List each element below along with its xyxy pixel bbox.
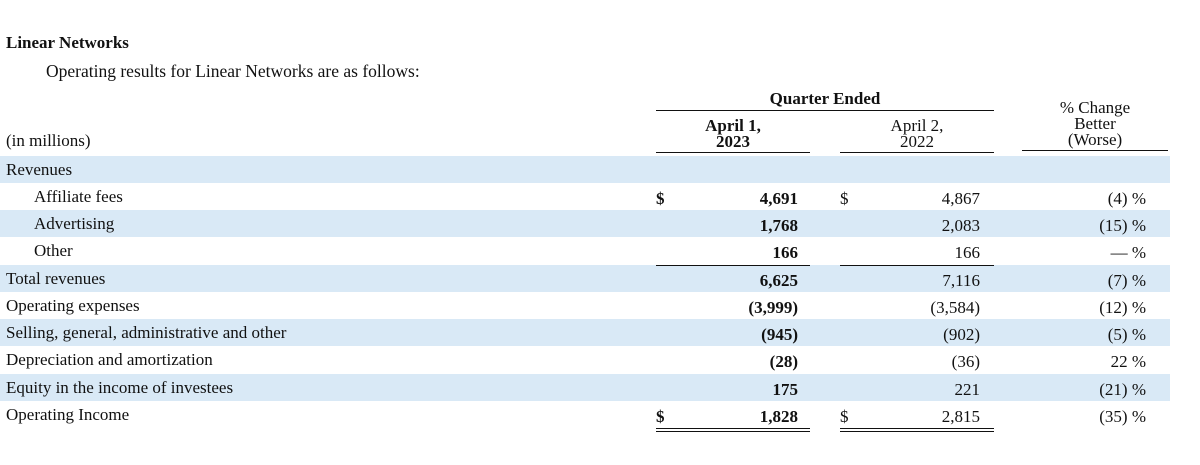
row-value-2023: 4,691 [759, 189, 798, 208]
row-value-2022: 4,867 [941, 189, 980, 208]
row-value-2022: (902) [943, 325, 980, 344]
total-double-rule-2023 [656, 428, 810, 432]
row-percent-change: (35) % [1099, 407, 1146, 426]
table-row-depreciation: Depreciation and amortization (28) (36) … [0, 346, 1170, 373]
row-percent-change: (4) % [1107, 189, 1146, 208]
row-percent-change: 22 % [1110, 352, 1146, 371]
row-dollar-a: $ [656, 407, 665, 426]
row-label: Depreciation and amortization [6, 350, 213, 369]
row-label: Selling, general, administrative and oth… [6, 323, 287, 342]
table-row-other: Other 166 166 — % [0, 237, 1170, 264]
header-quarter-ended: Quarter Ended [656, 89, 994, 111]
row-value-2023: 1,828 [759, 407, 798, 426]
row-value-2022: 2,083 [941, 216, 980, 235]
header-col-percent-change: % Change Better (Worse) [1022, 98, 1168, 151]
row-value-2023: 6,625 [759, 271, 798, 290]
row-dollar-a: $ [656, 189, 665, 208]
table-row-equity-income: Equity in the income of investees 175 22… [0, 374, 1170, 401]
row-value-2022: (36) [951, 352, 980, 371]
table-row-revenues: Revenues [0, 156, 1170, 183]
header-col-c-line2: Better [1074, 114, 1116, 133]
subtotal-rule-2023 [656, 265, 810, 266]
table-row-operating-expenses: Operating expenses (3,999) (3,584) (12) … [0, 292, 1170, 319]
row-label: Other [34, 241, 73, 260]
header-col-b-line1: April 2, [890, 116, 944, 135]
row-value-2022: 2,815 [941, 407, 980, 426]
row-label: Revenues [6, 160, 73, 179]
row-value-2022: (3,584) [930, 298, 980, 317]
row-percent-change: (15) % [1099, 216, 1146, 235]
table-row-operating-income: Operating Income $ 1,828 $ 2,815 (35) % [0, 401, 1170, 428]
table-row-advertising: Advertising 1,768 2,083 (15) % [0, 210, 1170, 237]
intro-text: Operating results for Linear Networks ar… [46, 61, 420, 81]
row-value-2022: 166 [954, 243, 981, 262]
header-col-a-line1: April 1, [705, 116, 761, 135]
row-label: Operating Income [6, 405, 130, 424]
row-label: Equity in the income of investees [6, 378, 234, 397]
row-percent-change: (21) % [1099, 380, 1146, 399]
section-title: Linear Networks [6, 33, 129, 52]
row-value-2023: 1,768 [759, 216, 798, 235]
header-col-april-2-2022: April 2, 2022 [840, 116, 994, 153]
units-label: (in millions) [6, 131, 91, 150]
row-percent-change: — % [1110, 243, 1146, 262]
header-col-c-line1: % Change [1059, 98, 1131, 117]
row-value-2023: 175 [772, 380, 799, 399]
subtotal-rule-2022 [840, 265, 994, 266]
header-col-april-1-2023: April 1, 2023 [656, 116, 810, 153]
row-label: Total revenues [6, 269, 106, 288]
row-percent-change: (7) % [1107, 271, 1146, 290]
header-col-a-line2: 2023 [716, 132, 750, 151]
row-value-2023: (28) [769, 352, 798, 371]
header-col-b-line2: 2022 [900, 132, 934, 151]
table-row-affiliate-fees: Affiliate fees $ 4,691 $ 4,867 (4) % [0, 183, 1170, 210]
row-dollar-b: $ [840, 189, 849, 208]
row-percent-change: (5) % [1107, 325, 1146, 344]
row-label: Affiliate fees [34, 187, 123, 206]
row-dollar-b: $ [840, 407, 849, 426]
total-double-rule-2022 [840, 428, 994, 432]
table-row-total-revenues: Total revenues 6,625 7,116 (7) % [0, 265, 1170, 292]
row-value-2023: (945) [761, 325, 798, 344]
row-value-2022: 7,116 [942, 271, 980, 290]
row-label: Operating expenses [6, 296, 140, 315]
row-percent-change: (12) % [1099, 298, 1146, 317]
row-label: Advertising [34, 214, 115, 233]
row-value-2023: (3,999) [748, 298, 798, 317]
table-row-sga: Selling, general, administrative and oth… [0, 319, 1170, 346]
row-value-2022: 221 [954, 380, 981, 399]
row-value-2023: 166 [772, 243, 799, 262]
header-col-c-line3: (Worse) [1067, 130, 1123, 149]
